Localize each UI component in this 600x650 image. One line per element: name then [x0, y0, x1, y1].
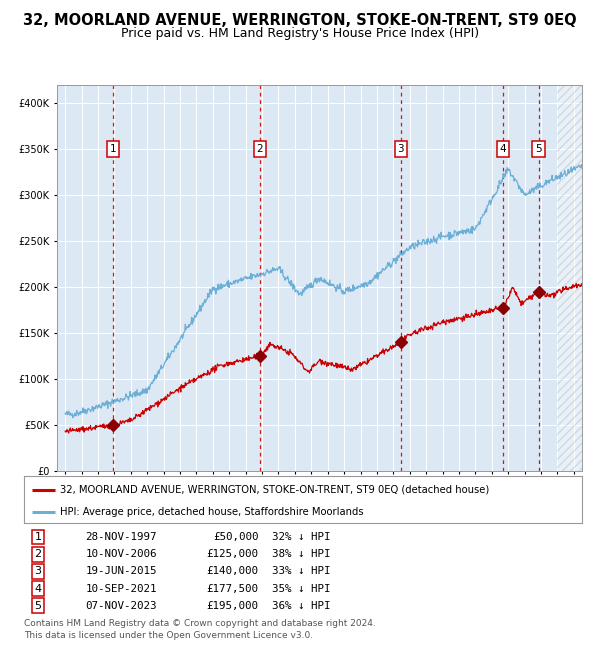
Text: 38% ↓ HPI: 38% ↓ HPI	[272, 549, 331, 559]
Text: 2: 2	[256, 144, 263, 154]
Text: 33% ↓ HPI: 33% ↓ HPI	[272, 566, 331, 577]
Text: 32% ↓ HPI: 32% ↓ HPI	[272, 532, 331, 542]
Text: 19-JUN-2015: 19-JUN-2015	[85, 566, 157, 577]
Text: 4: 4	[500, 144, 506, 154]
Text: HPI: Average price, detached house, Staffordshire Moorlands: HPI: Average price, detached house, Staf…	[60, 507, 364, 517]
Text: £50,000: £50,000	[213, 532, 259, 542]
Text: This data is licensed under the Open Government Licence v3.0.: This data is licensed under the Open Gov…	[24, 630, 313, 640]
Text: 1: 1	[34, 532, 41, 542]
Text: 5: 5	[535, 144, 542, 154]
Text: £125,000: £125,000	[206, 549, 259, 559]
Text: £140,000: £140,000	[206, 566, 259, 577]
Text: 5: 5	[34, 601, 41, 610]
Text: 36% ↓ HPI: 36% ↓ HPI	[272, 601, 331, 610]
Text: £177,500: £177,500	[206, 584, 259, 593]
Text: 07-NOV-2023: 07-NOV-2023	[85, 601, 157, 610]
Text: 28-NOV-1997: 28-NOV-1997	[85, 532, 157, 542]
Text: 35% ↓ HPI: 35% ↓ HPI	[272, 584, 331, 593]
Bar	[557, 84, 582, 471]
Text: 3: 3	[398, 144, 404, 154]
Text: 10-SEP-2021: 10-SEP-2021	[85, 584, 157, 593]
Text: Contains HM Land Registry data © Crown copyright and database right 2024.: Contains HM Land Registry data © Crown c…	[24, 619, 376, 628]
Text: 32, MOORLAND AVENUE, WERRINGTON, STOKE-ON-TRENT, ST9 0EQ: 32, MOORLAND AVENUE, WERRINGTON, STOKE-O…	[23, 13, 577, 28]
Text: 4: 4	[34, 584, 41, 593]
Text: £195,000: £195,000	[206, 601, 259, 610]
Text: 2: 2	[34, 549, 41, 559]
Text: 1: 1	[110, 144, 116, 154]
Text: 3: 3	[34, 566, 41, 577]
Text: 32, MOORLAND AVENUE, WERRINGTON, STOKE-ON-TRENT, ST9 0EQ (detached house): 32, MOORLAND AVENUE, WERRINGTON, STOKE-O…	[60, 484, 490, 495]
Text: 10-NOV-2006: 10-NOV-2006	[85, 549, 157, 559]
Text: Price paid vs. HM Land Registry's House Price Index (HPI): Price paid vs. HM Land Registry's House …	[121, 27, 479, 40]
